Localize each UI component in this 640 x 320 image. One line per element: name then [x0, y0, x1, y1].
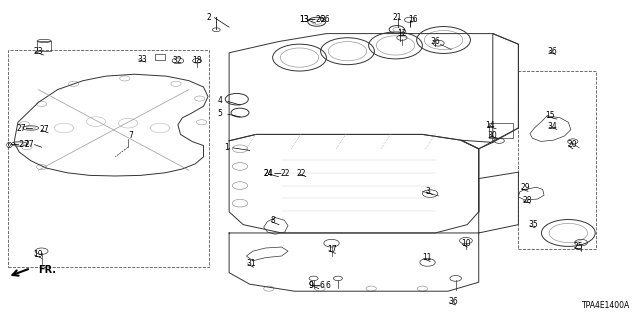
Text: 16: 16 [408, 15, 418, 24]
Bar [37, 41, 51, 51]
Text: FR.: FR. [38, 265, 56, 275]
Bar [155, 54, 165, 60]
Text: 2: 2 [206, 13, 211, 22]
Text: 12: 12 [397, 29, 406, 38]
Text: 22: 22 [280, 169, 290, 178]
Text: 23: 23 [33, 47, 43, 56]
Text: 32: 32 [173, 56, 182, 65]
Text: 24: 24 [263, 169, 273, 178]
Text: 30: 30 [488, 131, 497, 140]
Text: 27: 27 [24, 140, 34, 148]
Text: ◎—27: ◎—27 [5, 140, 29, 148]
Text: 5: 5 [218, 109, 223, 118]
Text: 20: 20 [567, 140, 577, 149]
Text: 29: 29 [520, 183, 530, 192]
Text: 26: 26 [316, 15, 325, 24]
Text: —: — [273, 169, 281, 178]
Text: 8: 8 [270, 216, 275, 225]
Text: 28: 28 [522, 196, 532, 204]
Text: 34: 34 [548, 122, 557, 131]
Text: 7: 7 [128, 131, 133, 140]
Text: —: — [308, 15, 316, 24]
Text: 15: 15 [545, 111, 555, 120]
Text: 25: 25 [573, 242, 583, 251]
Text: 36: 36 [548, 47, 557, 56]
Text: 14: 14 [485, 121, 495, 130]
Text: 26: 26 [321, 15, 330, 24]
Text: 4: 4 [218, 96, 223, 105]
Text: 13: 13 [300, 15, 309, 24]
Text: 10: 10 [461, 239, 470, 248]
Bar [8, 50, 209, 267]
Text: 36: 36 [448, 297, 458, 306]
Text: 11: 11 [422, 253, 432, 262]
Text: 17: 17 [328, 245, 337, 254]
Text: 9—: 9— [308, 281, 321, 290]
Text: 33: 33 [138, 55, 147, 64]
Bar [518, 71, 596, 249]
Text: 1: 1 [225, 143, 229, 152]
Text: 18: 18 [192, 56, 202, 65]
Text: 22: 22 [297, 169, 307, 178]
Text: 21: 21 [393, 13, 403, 22]
Text: 6: 6 [325, 281, 330, 290]
Text: 36: 36 [430, 37, 440, 46]
Text: 13: 13 [300, 15, 309, 24]
Text: 3: 3 [425, 187, 430, 196]
Text: 9: 9 [308, 281, 314, 290]
Text: 19: 19 [33, 250, 43, 259]
Text: 6: 6 [320, 281, 325, 290]
Text: 24: 24 [263, 169, 273, 178]
Text: 35: 35 [529, 220, 538, 229]
Text: 27: 27 [40, 125, 49, 134]
Text: 27—: 27— [17, 124, 34, 132]
Text: 31: 31 [246, 259, 256, 268]
Text: TPA4E1400A: TPA4E1400A [582, 301, 630, 310]
Bar [489, 123, 513, 138]
